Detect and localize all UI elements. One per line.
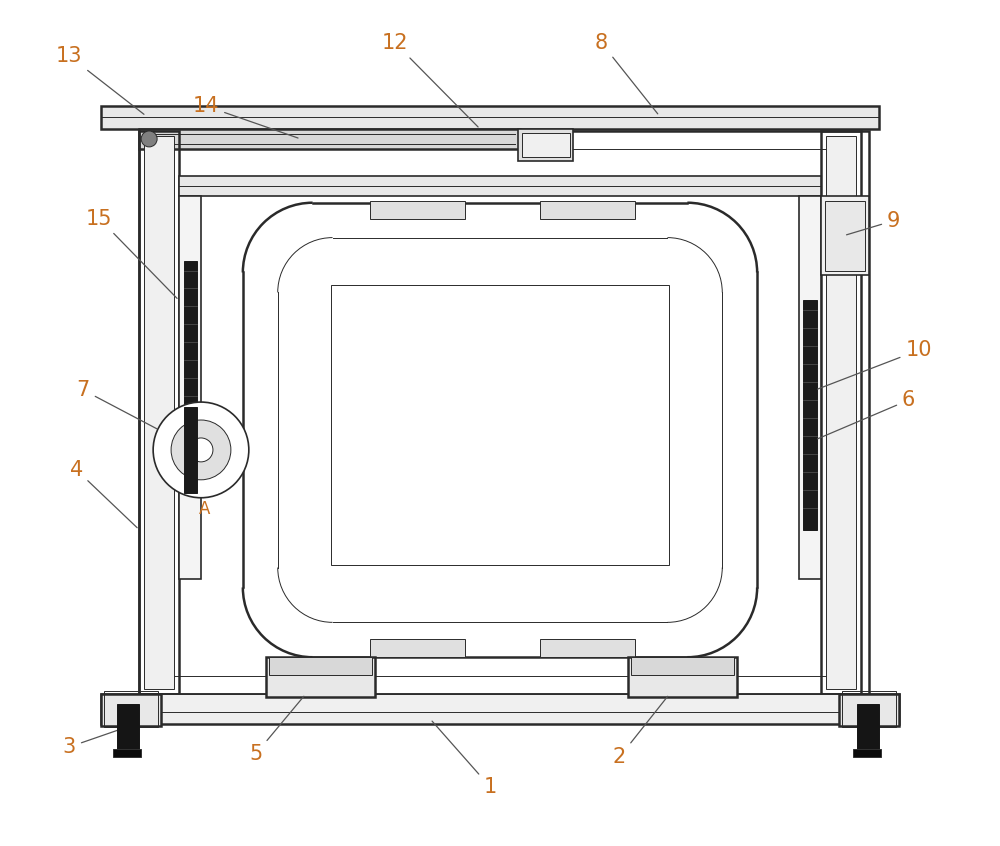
Text: 9: 9 [847, 211, 900, 235]
Bar [179, 176, 821, 195]
Bar [522, 133, 570, 157]
Bar [113, 749, 141, 757]
Bar [857, 704, 879, 756]
Bar [139, 131, 179, 694]
Circle shape [189, 438, 213, 462]
Bar [157, 149, 851, 676]
Bar [540, 201, 635, 218]
Bar [518, 129, 573, 161]
Bar [331, 285, 669, 564]
Bar [821, 195, 869, 276]
Bar [370, 640, 465, 657]
Circle shape [141, 131, 157, 147]
Text: 3: 3 [63, 730, 119, 757]
Bar [821, 131, 861, 694]
Text: 15: 15 [86, 209, 177, 299]
Bar [101, 694, 899, 724]
Bar [825, 201, 865, 271]
Text: 2: 2 [613, 696, 668, 767]
Bar [139, 129, 520, 149]
Bar [269, 657, 372, 675]
Bar [842, 691, 896, 727]
Bar [803, 300, 817, 530]
Bar [101, 694, 161, 726]
Bar [104, 691, 158, 727]
Bar [266, 657, 375, 697]
Bar [101, 106, 879, 129]
Bar [184, 407, 197, 492]
Bar [826, 136, 856, 689]
Text: 12: 12 [382, 33, 478, 127]
Bar [139, 694, 869, 712]
Text: 5: 5 [249, 696, 304, 764]
Bar [853, 749, 881, 757]
Bar [117, 704, 139, 756]
Bar [179, 195, 201, 580]
Bar [628, 657, 737, 697]
Text: 6: 6 [818, 390, 915, 439]
Bar [144, 136, 174, 689]
Text: 7: 7 [77, 380, 157, 429]
Circle shape [153, 402, 249, 497]
Text: A: A [199, 500, 211, 518]
Bar [139, 131, 869, 694]
Circle shape [171, 420, 231, 480]
Text: 1: 1 [432, 721, 497, 797]
Text: 10: 10 [818, 340, 932, 389]
Bar [540, 640, 635, 657]
Bar [799, 195, 821, 580]
Bar [631, 657, 734, 675]
Text: 14: 14 [193, 96, 298, 138]
Text: 4: 4 [70, 460, 137, 528]
Bar [839, 694, 899, 726]
Bar [370, 201, 465, 218]
Text: 8: 8 [595, 33, 658, 114]
Text: 13: 13 [56, 47, 144, 114]
Bar [184, 261, 197, 490]
